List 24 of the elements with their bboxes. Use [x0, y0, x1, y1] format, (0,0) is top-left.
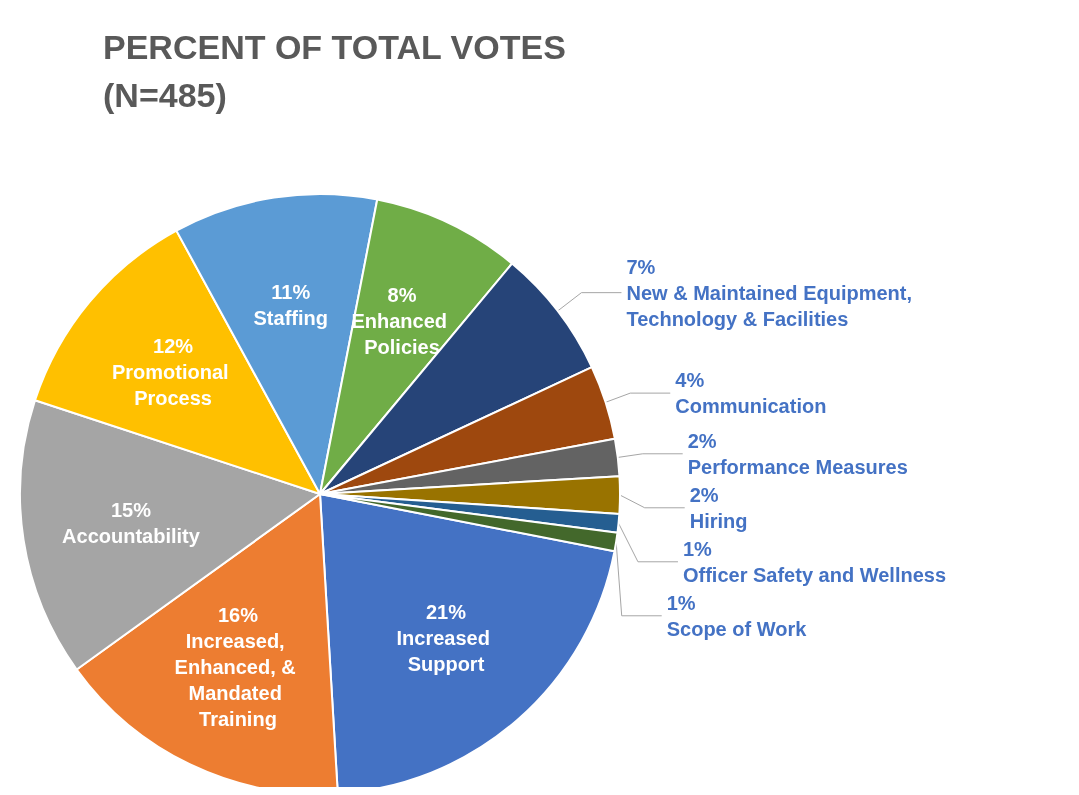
slice-label: Increased, Enhanced, & Mandated Training: [174, 629, 302, 730]
slice-label: Scope of Work: [666, 617, 808, 640]
data-label: 7%: [626, 255, 656, 278]
data-label: 2%: [687, 429, 717, 452]
data-label: 8%: [387, 284, 417, 307]
data-label: 16%: [217, 603, 259, 626]
slice-label: Officer Safety and Wellness: [682, 563, 947, 586]
data-label: 4%: [675, 369, 705, 392]
data-label: 11%: [271, 281, 311, 303]
slice-label: Hiring: [689, 509, 748, 532]
slice-label: Staffing: [253, 307, 328, 329]
slice-label: Increased Support: [396, 626, 496, 675]
data-label: 21%: [425, 600, 467, 623]
slice-label: Accountability: [62, 525, 201, 548]
data-label: 12%: [153, 334, 194, 357]
chart-title: PERCENT OF TOTAL VOTES (N=485): [103, 28, 566, 114]
data-label: 2%: [689, 483, 719, 506]
data-label: 1%: [666, 591, 696, 614]
slice-label: Promotional Process: [111, 360, 235, 409]
data-label: 15%: [110, 499, 152, 522]
slice-label: New & Maintained Equipment, Technology & Facilities: [626, 281, 918, 330]
data-label: 1%: [682, 537, 713, 560]
slice-label: Performance Measures: [687, 455, 908, 478]
slice-label: Communication: [675, 395, 827, 418]
